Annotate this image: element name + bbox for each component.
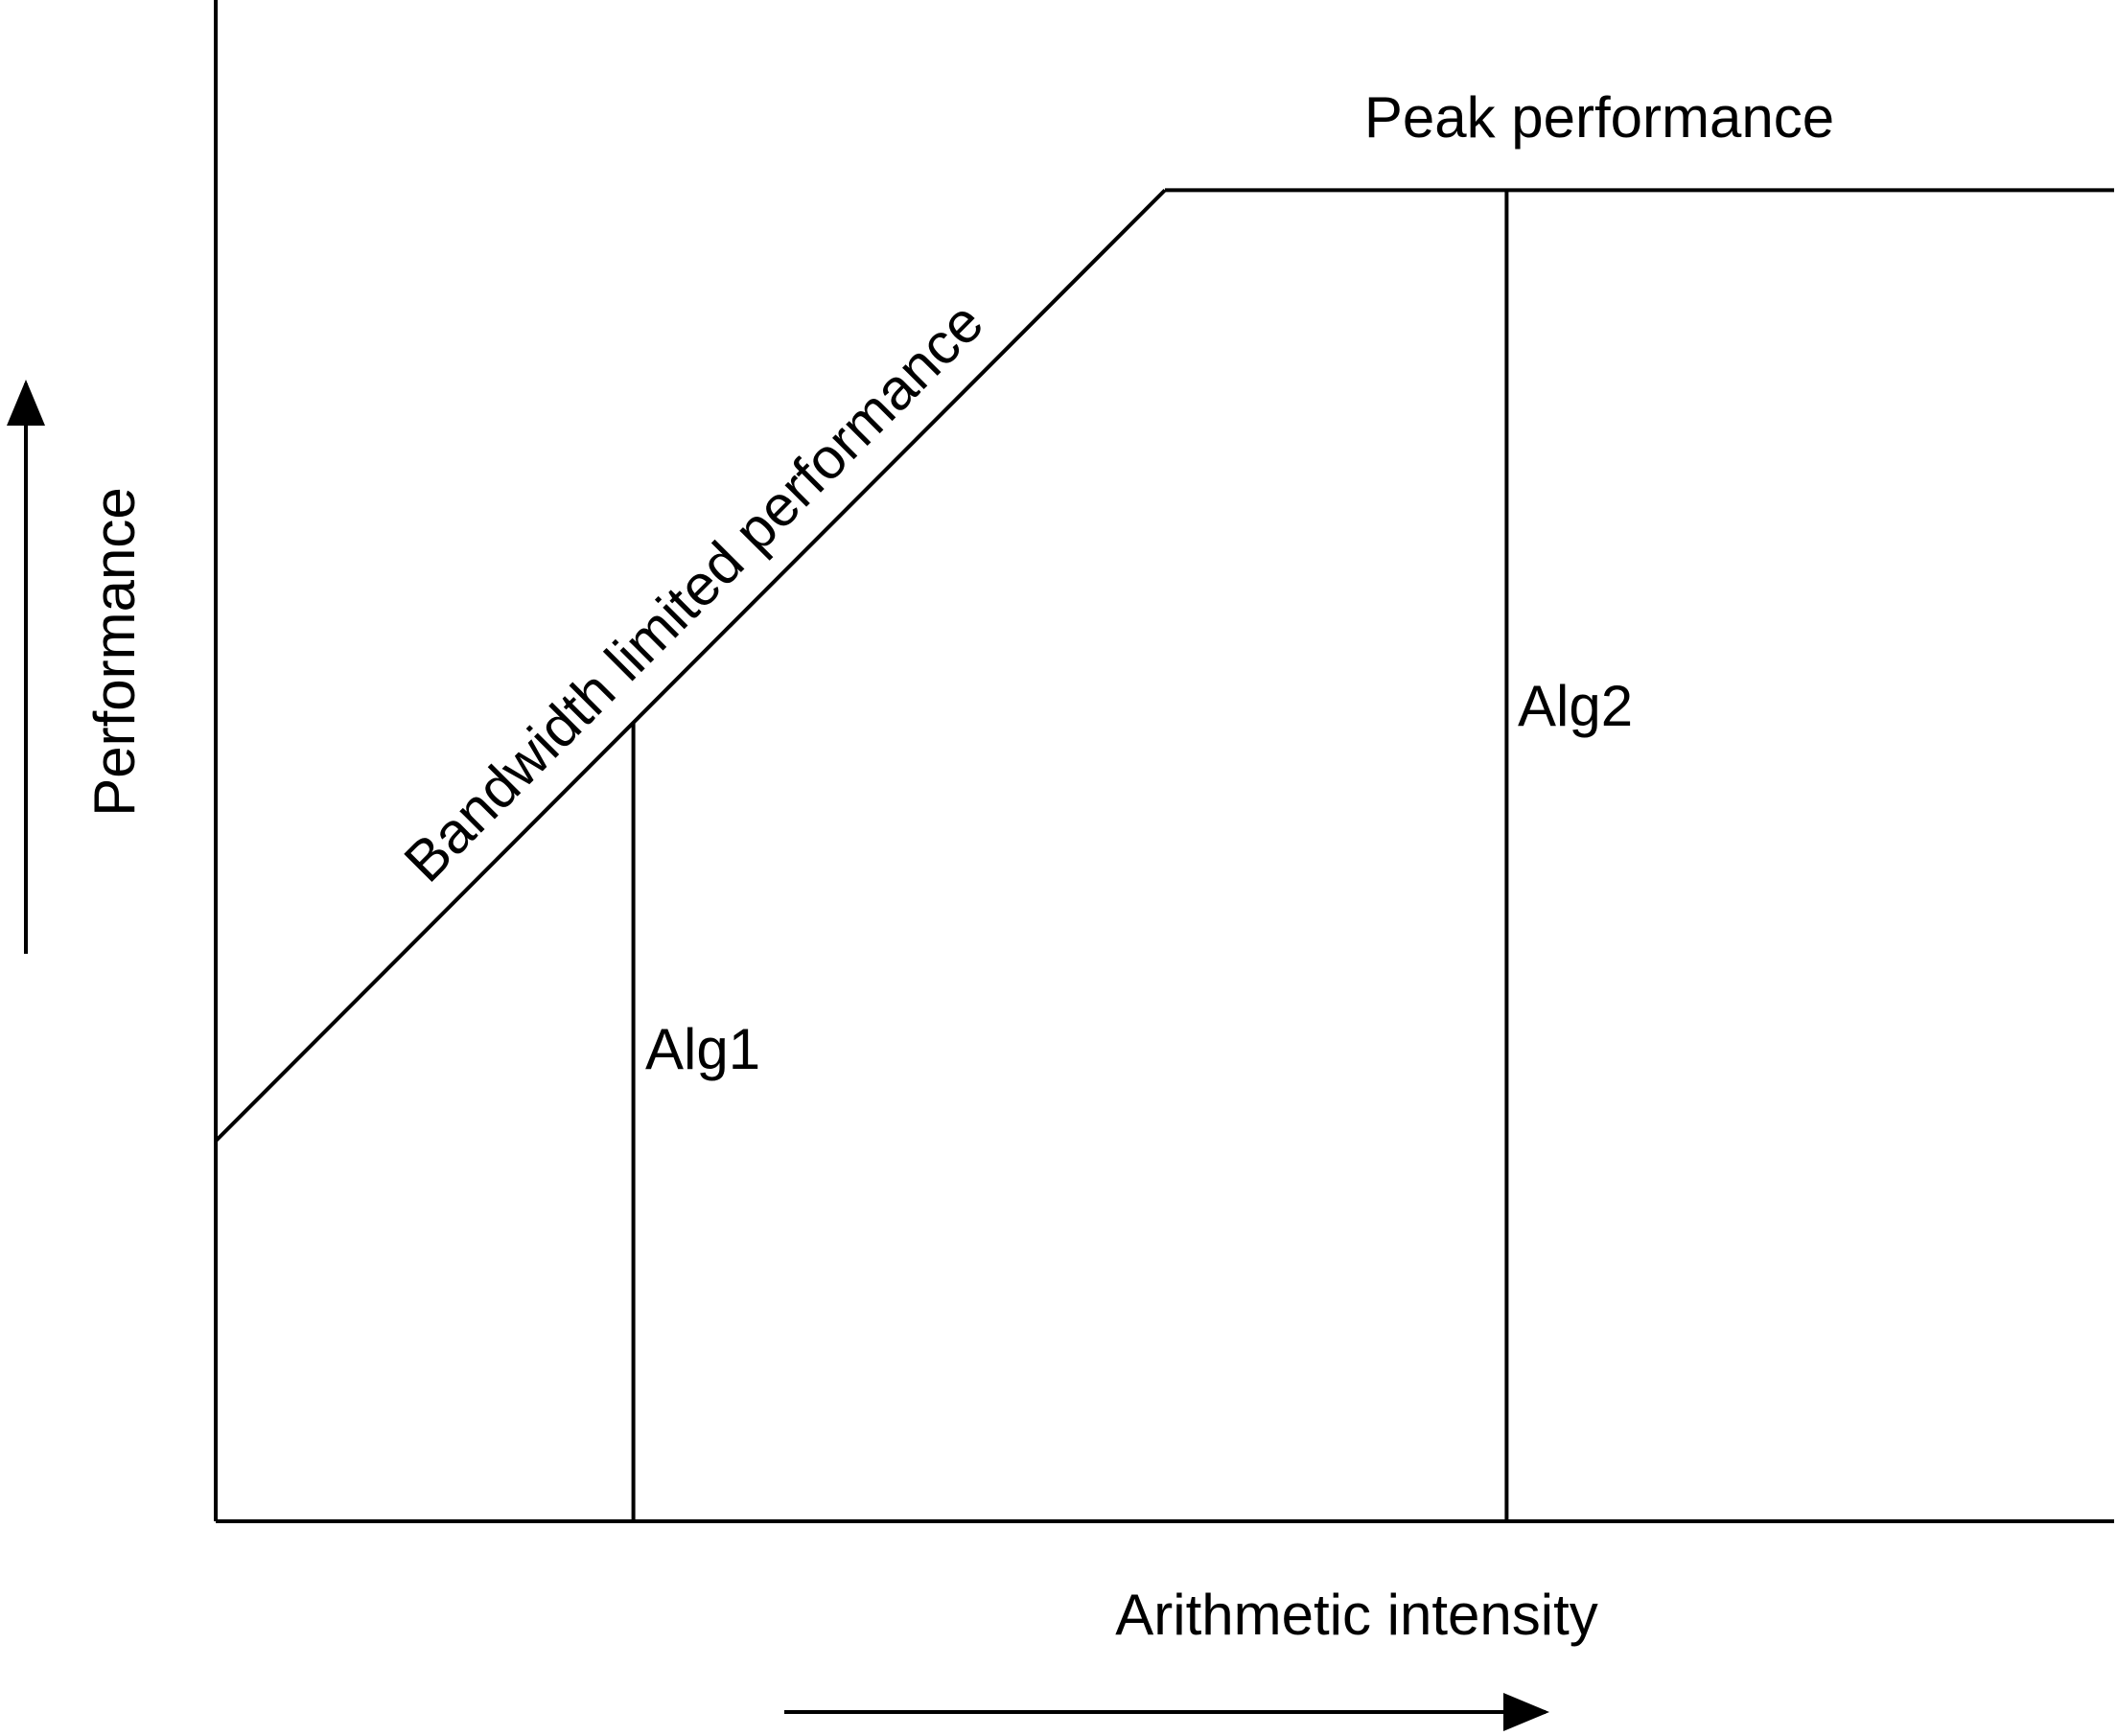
- series-line-bandwidth: [214, 188, 1167, 1143]
- series-label-bandwidth: Bandwidth limited performance: [392, 289, 995, 893]
- marker-label-alg1: Alg1: [645, 1017, 760, 1081]
- y-axis-label: Performance: [82, 487, 147, 816]
- x-axis-label: Arithmetic intensity: [1115, 1583, 1598, 1647]
- series-label-peak: Peak performance: [1364, 85, 1834, 150]
- marker-label-alg2: Alg2: [1518, 674, 1633, 738]
